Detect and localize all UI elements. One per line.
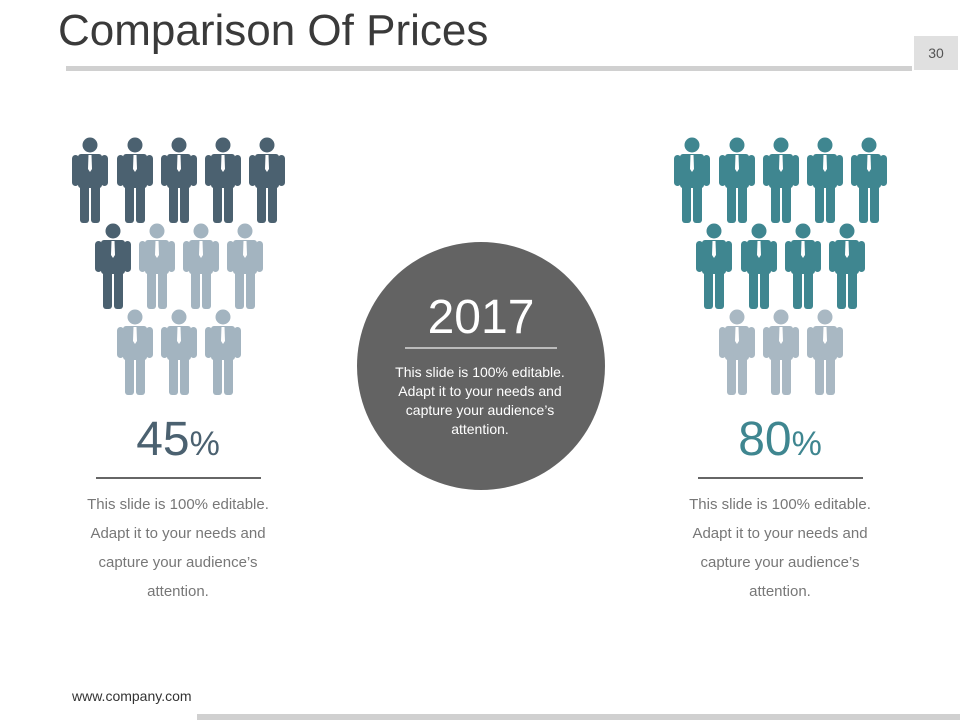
footer-url: www.company.com bbox=[72, 688, 192, 704]
person-icon bbox=[807, 137, 843, 223]
person-icon bbox=[205, 137, 241, 223]
person-icon bbox=[95, 223, 131, 309]
panel-text: This slide is 100% editable. Adapt it to… bbox=[689, 496, 871, 600]
panel-rule bbox=[96, 477, 261, 479]
year-circle bbox=[357, 242, 605, 490]
page-number: 30 bbox=[914, 36, 958, 70]
person-icon bbox=[719, 137, 755, 223]
person-icon bbox=[227, 223, 263, 309]
person-icon bbox=[117, 137, 153, 223]
person-icon bbox=[741, 223, 777, 309]
person-icon bbox=[696, 223, 732, 309]
title: Comparison Of Prices bbox=[58, 6, 489, 55]
value: 45 bbox=[136, 413, 190, 466]
person-icon bbox=[161, 309, 197, 395]
panel-rule bbox=[698, 477, 863, 479]
year-underline bbox=[405, 347, 557, 349]
panel-value: 80% bbox=[680, 412, 880, 467]
person-icon bbox=[205, 309, 241, 395]
person-icon bbox=[763, 137, 799, 223]
title-bar bbox=[66, 66, 912, 71]
person-icon bbox=[719, 309, 755, 395]
person-icon bbox=[249, 137, 285, 223]
center-text: This slide is 100% editable. Adapt it to… bbox=[395, 364, 565, 437]
person-icon bbox=[72, 137, 108, 223]
unit: % bbox=[189, 425, 220, 463]
person-icon bbox=[117, 309, 153, 395]
person-icon bbox=[807, 309, 843, 395]
footer-bar bbox=[197, 714, 960, 720]
year: 2017 bbox=[427, 291, 535, 344]
panel-value: 45% bbox=[78, 412, 278, 467]
person-icon bbox=[785, 223, 821, 309]
person-icon bbox=[851, 137, 887, 223]
person-icon bbox=[161, 137, 197, 223]
panel-text: This slide is 100% editable. Adapt it to… bbox=[87, 496, 269, 600]
person-icon bbox=[139, 223, 175, 309]
value: 80 bbox=[738, 413, 792, 466]
person-icon bbox=[674, 137, 710, 223]
person-icon bbox=[183, 223, 219, 309]
unit: % bbox=[791, 425, 822, 463]
person-icon bbox=[829, 223, 865, 309]
person-icon bbox=[763, 309, 799, 395]
